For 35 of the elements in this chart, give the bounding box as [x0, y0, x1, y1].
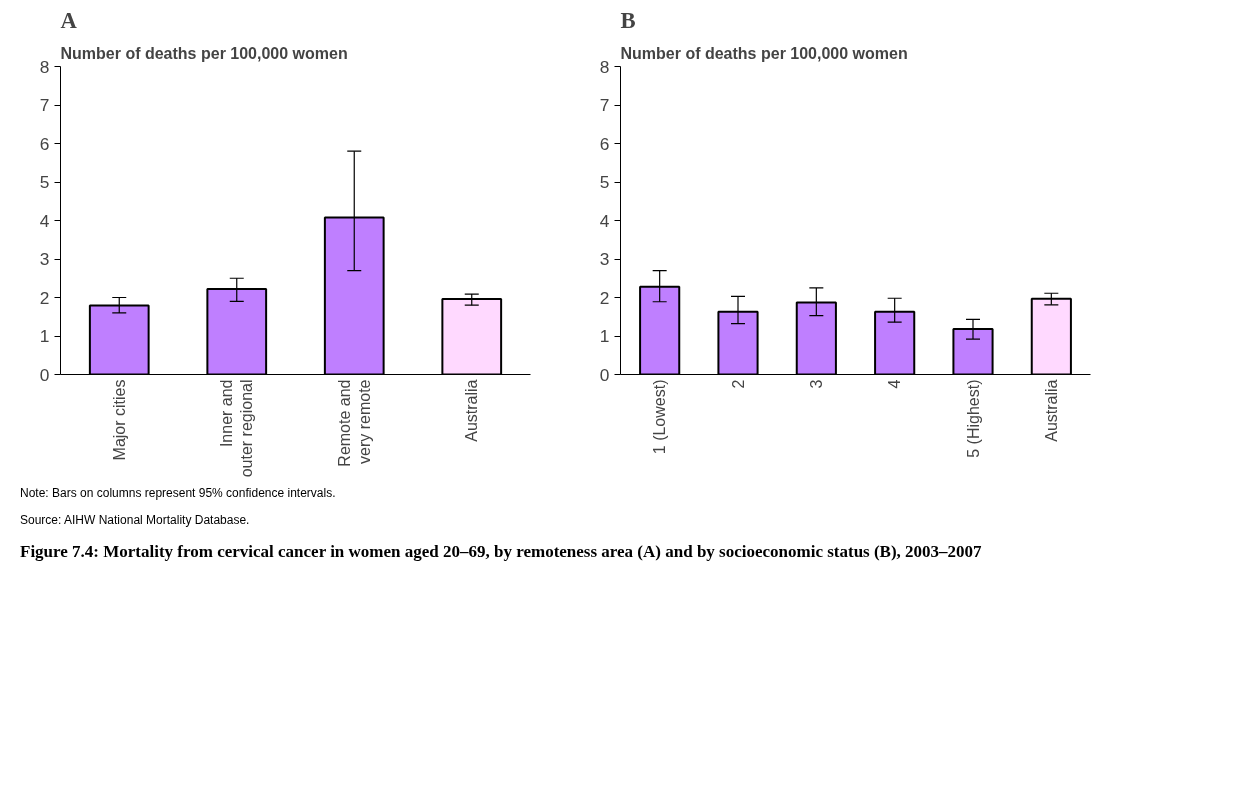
y-tick-label: 7	[39, 95, 50, 115]
y-tick-label: 8	[599, 56, 610, 77]
y-tick-label: 5	[599, 172, 610, 192]
x-tick-label: Australia	[463, 379, 481, 442]
y-tick-label: 4	[599, 210, 610, 231]
chart-title: A	[60, 7, 78, 33]
chart-title: B	[620, 7, 636, 33]
caption: Figure 7.4: Mortality from cervical cancer in women aged 20–69, by remoteness area (A) and by socioeconomic status (B), 2003–2007	[20, 541, 982, 564]
y-tick-label: 3	[39, 249, 50, 269]
x-tick-label: 2	[729, 379, 747, 389]
x-tick-label: 5 (Highest)	[964, 379, 982, 458]
y-axis-title: Number of deaths per 100,000 women	[60, 44, 348, 62]
x-tick-label: 4	[886, 379, 904, 389]
x-tick-label: Inner and outer regional	[218, 379, 256, 478]
y-tick-label: 7	[599, 95, 610, 115]
y-tick-label: 1	[599, 326, 610, 346]
y-tick-label: 2	[599, 287, 610, 308]
x-tick-label: 1 (Lowest)	[651, 379, 669, 455]
y-tick-label: 0	[39, 364, 50, 385]
text: Note: Bars on columns represent 95% confidence intervals.	[20, 485, 336, 502]
y-tick-label: 2	[39, 287, 50, 308]
y-axis-title: Number of deaths per 100,000 women	[620, 44, 908, 62]
y-tick-label: 8	[39, 56, 50, 77]
x-tick-label: Australia	[1042, 379, 1060, 442]
y-tick-label: 0	[599, 364, 610, 385]
y-tick-label: 6	[39, 133, 50, 154]
x-tick-label: Remote and very remote	[335, 379, 373, 467]
x-tick-label: 3	[807, 379, 825, 389]
y-tick-label: 4	[39, 210, 50, 231]
y-tick-label: 6	[599, 133, 610, 154]
source-note: Source: AIHW National Mortality Database.	[20, 512, 250, 530]
y-tick-label: 1	[39, 326, 50, 346]
x-tick-label: Major cities	[110, 379, 128, 461]
y-tick-label: 3	[599, 249, 610, 269]
y-tick-label: 5	[39, 172, 50, 192]
